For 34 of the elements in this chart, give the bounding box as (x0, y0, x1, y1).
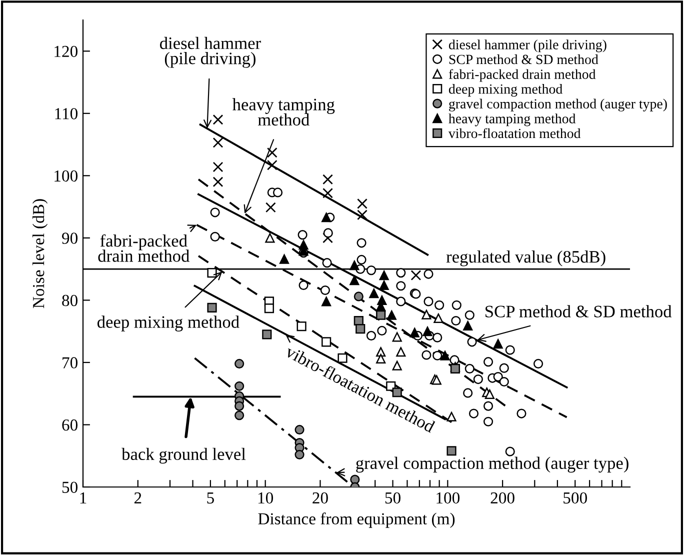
x-tick-label: 1 (80, 492, 86, 504)
legend-label: SCP method & SD method (449, 54, 598, 64)
x-tick-label: 50 (385, 492, 400, 504)
x-tick-label: 2 (134, 492, 142, 504)
legend-label: fabri-packed drain method (448, 69, 596, 82)
legend-label: deep mixing method (448, 84, 562, 97)
annotation: fabri-packed drain method (98, 234, 190, 262)
y-tick-label: 120 (54, 46, 78, 58)
x-tick-label: 200 (490, 492, 514, 504)
annotation: diesel hammer (pile driving) (160, 36, 261, 68)
y-tick-label: 50 (62, 482, 78, 493)
annotation: SCP method & SD method (486, 305, 672, 318)
x-tick-label: 10 (258, 492, 274, 504)
y-tick-label: 90 (62, 232, 78, 244)
x-tick-label: 20 (312, 492, 328, 504)
x-axis-title: Distance from equipment (m) (258, 512, 455, 528)
annotation: back ground level (122, 448, 246, 464)
legend-label: gravel compaction method (auger type) (449, 98, 667, 112)
x-tick-label: 500 (564, 492, 587, 504)
annotation: deep mixing method (97, 316, 240, 332)
y-axis-title: Noise level (dB) (32, 199, 48, 308)
legend-label: heavy tamping method (448, 114, 576, 126)
x-tick-label: 100 (436, 492, 460, 504)
legend-label: diesel hammer (pile driving) (448, 40, 606, 52)
annotation: heavy tamping method (232, 98, 335, 126)
legend-label: vibro-floatation method (448, 128, 581, 138)
ref-line-label: regulated value (85dB) (446, 250, 606, 266)
y-tick-label: 60 (62, 419, 78, 431)
annotation: gravel compaction method (auger type) (356, 456, 628, 473)
y-tick-label: 80 (62, 294, 78, 306)
y-tick-label: 70 (62, 357, 78, 368)
y-tick-label: 110 (55, 108, 78, 120)
x-tick-label: 5 (207, 492, 214, 504)
y-tick-label: 100 (54, 170, 78, 182)
